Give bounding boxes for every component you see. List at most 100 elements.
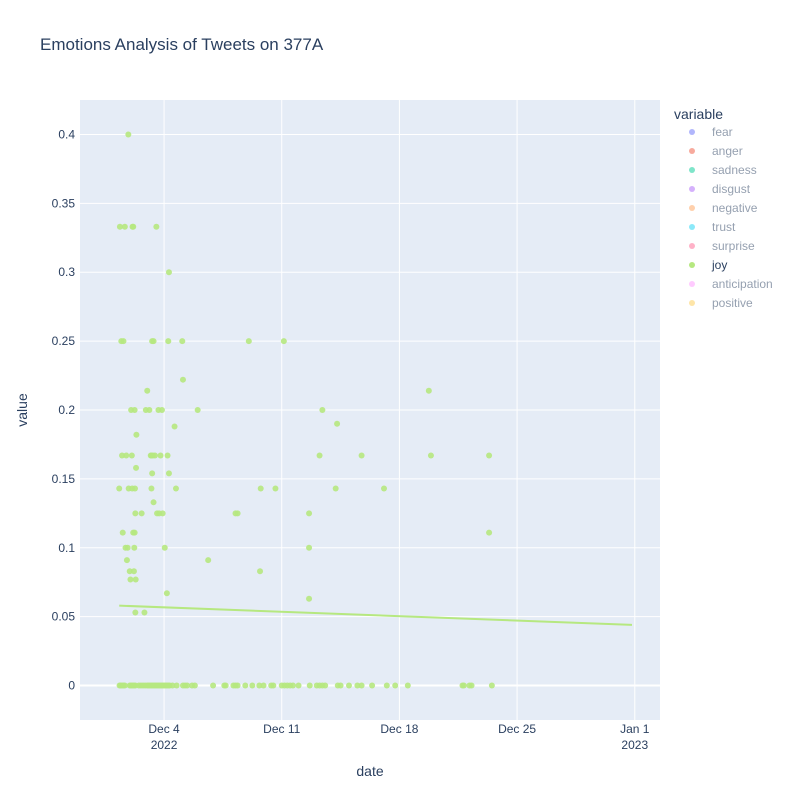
data-point bbox=[354, 682, 361, 689]
data-point bbox=[125, 131, 132, 138]
legend-marker bbox=[689, 186, 695, 192]
data-point bbox=[280, 338, 287, 345]
data-point bbox=[306, 682, 313, 689]
x-tick-label: Dec 25 bbox=[498, 722, 536, 736]
data-point bbox=[146, 407, 153, 413]
y-tick-label: 0.3 bbox=[58, 265, 75, 279]
data-point bbox=[234, 510, 241, 517]
y-tick-label: 0.35 bbox=[52, 196, 76, 210]
data-point bbox=[132, 576, 139, 583]
legend-label: trust bbox=[712, 220, 736, 234]
data-point bbox=[120, 338, 127, 345]
data-point bbox=[358, 452, 365, 459]
data-point bbox=[179, 338, 186, 345]
data-point bbox=[149, 470, 156, 477]
data-point bbox=[153, 223, 160, 230]
legend-item-disgust[interactable]: disgust bbox=[689, 182, 751, 196]
data-point bbox=[133, 464, 140, 471]
data-point bbox=[222, 682, 229, 689]
legend-marker bbox=[689, 300, 695, 306]
data-point bbox=[163, 590, 170, 597]
legend-item-surprise[interactable]: surprise bbox=[689, 239, 755, 253]
data-point bbox=[116, 485, 123, 492]
legend-item-anger[interactable]: anger bbox=[689, 144, 743, 158]
x-tick-label: Dec 18 bbox=[380, 722, 418, 736]
data-point bbox=[392, 682, 399, 689]
y-tick-label: 0.25 bbox=[52, 334, 76, 348]
data-point bbox=[116, 223, 123, 230]
data-point bbox=[404, 682, 411, 689]
data-point bbox=[132, 609, 139, 616]
legend-item-fear[interactable]: fear bbox=[689, 125, 733, 139]
data-point bbox=[151, 452, 158, 459]
data-point bbox=[173, 682, 180, 689]
data-point bbox=[466, 682, 473, 689]
data-point bbox=[334, 420, 341, 427]
legend-marker bbox=[689, 129, 695, 135]
legend-item-trust[interactable]: trust bbox=[689, 220, 736, 234]
data-point bbox=[322, 682, 329, 689]
legend-marker bbox=[689, 243, 695, 249]
data-point bbox=[164, 452, 171, 459]
data-point bbox=[316, 452, 323, 459]
data-point bbox=[306, 510, 313, 517]
data-point bbox=[150, 499, 157, 506]
data-point bbox=[144, 387, 151, 394]
legend-label: anticipation bbox=[712, 277, 773, 291]
data-point bbox=[337, 682, 344, 689]
data-point bbox=[488, 682, 495, 689]
legend-item-positive[interactable]: positive bbox=[689, 296, 753, 310]
data-point bbox=[460, 682, 467, 689]
data-point bbox=[158, 407, 165, 413]
y-tick-labels: 0 0.05 0.1 0.15 0.2 0.25 0.3 0.35 0.4 bbox=[52, 127, 76, 692]
data-point bbox=[319, 407, 326, 413]
data-point bbox=[332, 485, 339, 492]
data-point bbox=[131, 485, 138, 492]
data-point bbox=[169, 682, 176, 689]
data-point bbox=[126, 568, 133, 575]
legend-label: disgust bbox=[712, 182, 751, 196]
data-point bbox=[289, 682, 296, 689]
data-point bbox=[345, 682, 352, 689]
x-tick-labels: Dec 4 2022 Dec 11 Dec 18 Dec 25 Jan 1 2023 bbox=[148, 722, 649, 752]
legend-marker bbox=[689, 205, 695, 211]
data-point bbox=[157, 452, 164, 459]
legend-item-joy[interactable]: joy bbox=[689, 258, 727, 272]
data-point bbox=[249, 682, 256, 689]
legend-label: negative bbox=[712, 201, 758, 215]
y-tick-label: 0.4 bbox=[58, 127, 75, 141]
data-point bbox=[172, 485, 179, 492]
data-point bbox=[242, 682, 249, 689]
data-point bbox=[205, 557, 212, 564]
data-point bbox=[123, 557, 130, 564]
data-point bbox=[128, 452, 135, 459]
legend: variable fear anger sadness disgust negative… bbox=[674, 106, 773, 310]
x-tick-label: Dec 11 bbox=[263, 722, 300, 736]
data-point bbox=[132, 510, 139, 517]
chart-title: Emotions Analysis of Tweets on 377A bbox=[40, 35, 324, 54]
data-point bbox=[257, 485, 264, 492]
legend-item-negative[interactable]: negative bbox=[689, 201, 758, 215]
y-tick-label: 0 bbox=[68, 679, 75, 693]
data-point bbox=[159, 510, 166, 517]
data-point bbox=[179, 376, 186, 383]
x-tick-label: Jan 1 bbox=[620, 722, 650, 736]
data-point bbox=[133, 431, 140, 438]
data-point bbox=[272, 485, 279, 492]
x-tick-year-label: 2022 bbox=[151, 738, 178, 752]
data-point bbox=[270, 682, 277, 689]
data-point bbox=[486, 529, 493, 536]
legend-label: joy bbox=[711, 258, 727, 272]
x-axis-title: date bbox=[356, 763, 383, 779]
legend-label: sadness bbox=[712, 163, 757, 177]
legend-item-sadness[interactable]: sadness bbox=[689, 163, 757, 177]
data-point bbox=[123, 452, 130, 459]
data-point bbox=[383, 682, 390, 689]
legend-label: fear bbox=[712, 125, 733, 139]
legend-item-anticipation[interactable]: anticipation bbox=[689, 277, 773, 291]
data-point bbox=[425, 387, 432, 394]
data-point bbox=[131, 529, 138, 536]
data-point bbox=[124, 544, 131, 551]
y-tick-label: 0.15 bbox=[52, 472, 76, 486]
data-point bbox=[234, 682, 241, 689]
